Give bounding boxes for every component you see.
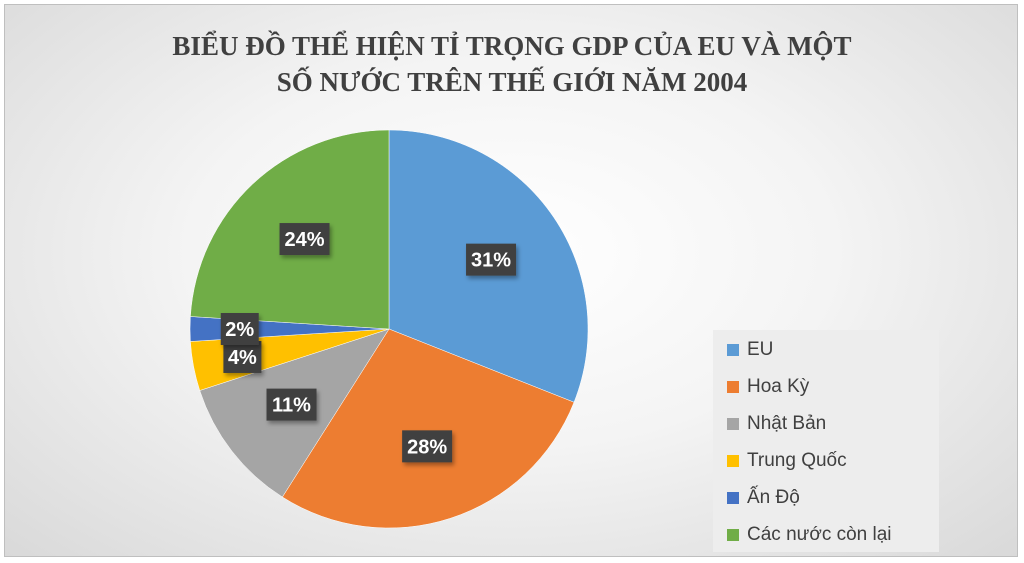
legend-label: Hoa Kỳ [747, 376, 810, 397]
chart-title-line-1: BIỂU ĐỒ THỂ HIỆN TỈ TRỌNG GDP CỦA EU VÀ … [172, 31, 852, 61]
data-label-box [466, 243, 517, 276]
legend-label: Các nước còn lại [747, 524, 892, 545]
legend-swatch [727, 418, 739, 430]
data-label-box [220, 313, 259, 345]
legend-swatch [727, 344, 739, 356]
data-label-text: 11% [272, 395, 311, 417]
data-label-cac-nuoc-con-lai: 24% [279, 223, 330, 256]
legend-swatch [727, 455, 739, 467]
legend-item-trung-quoc: Trung Quốc [727, 449, 847, 473]
legend-label: EU [747, 339, 774, 360]
legend-swatch [727, 381, 739, 393]
data-label-box [402, 430, 453, 463]
legend-label: Nhật Bản [747, 413, 827, 434]
legend-label: Trung Quốc [747, 450, 847, 471]
data-label-text: 4% [228, 347, 257, 369]
data-label-trung-quoc: 4% [223, 340, 262, 373]
pie-slice-hoa-ky [282, 328, 575, 529]
legend-item-eu: EU [727, 338, 773, 362]
data-label-box [279, 223, 330, 256]
chart-title-line-2: SỐ NƯỚC TRÊN THẾ GIỚI NĂM 2004 [276, 67, 748, 97]
legend-swatch [727, 492, 739, 504]
data-label-an-do: 2% [220, 313, 259, 345]
legend-item-an-do: Ấn Độ [727, 486, 800, 510]
data-label-text: 24% [285, 229, 325, 251]
legend-item-cac-nuoc-con-lai: Các nước còn lại [727, 523, 892, 547]
data-label-box [223, 340, 262, 373]
data-label-text: 31% [471, 250, 511, 272]
data-label-eu: 31% [466, 243, 517, 276]
data-label-nhat-ban: 11% [266, 388, 317, 421]
data-label-hoa-ky: 28% [402, 430, 453, 463]
data-label-box [266, 388, 317, 421]
data-label-text: 28% [407, 436, 447, 458]
chart-title: BIỂU ĐỒ THỂ HIỆN TỈ TRỌNG GDP CỦA EU VÀ … [0, 28, 1024, 100]
legend: EU Hoa Kỳ Nhật Bản Trung Quốc Ấn Độ Các nước … [713, 330, 939, 552]
legend-item-hoa-ky: Hoa Kỳ [727, 375, 809, 399]
legend-label: Ấn Độ [747, 487, 800, 508]
data-label-text: 2% [225, 319, 254, 341]
legend-swatch [727, 529, 739, 541]
legend-item-nhat-ban: Nhật Bản [727, 412, 826, 436]
